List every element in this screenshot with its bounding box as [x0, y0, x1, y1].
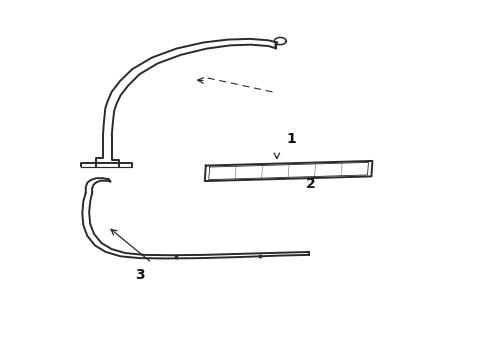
Text: 2: 2: [306, 177, 316, 190]
Text: 1: 1: [287, 132, 296, 145]
Text: 3: 3: [135, 269, 145, 282]
